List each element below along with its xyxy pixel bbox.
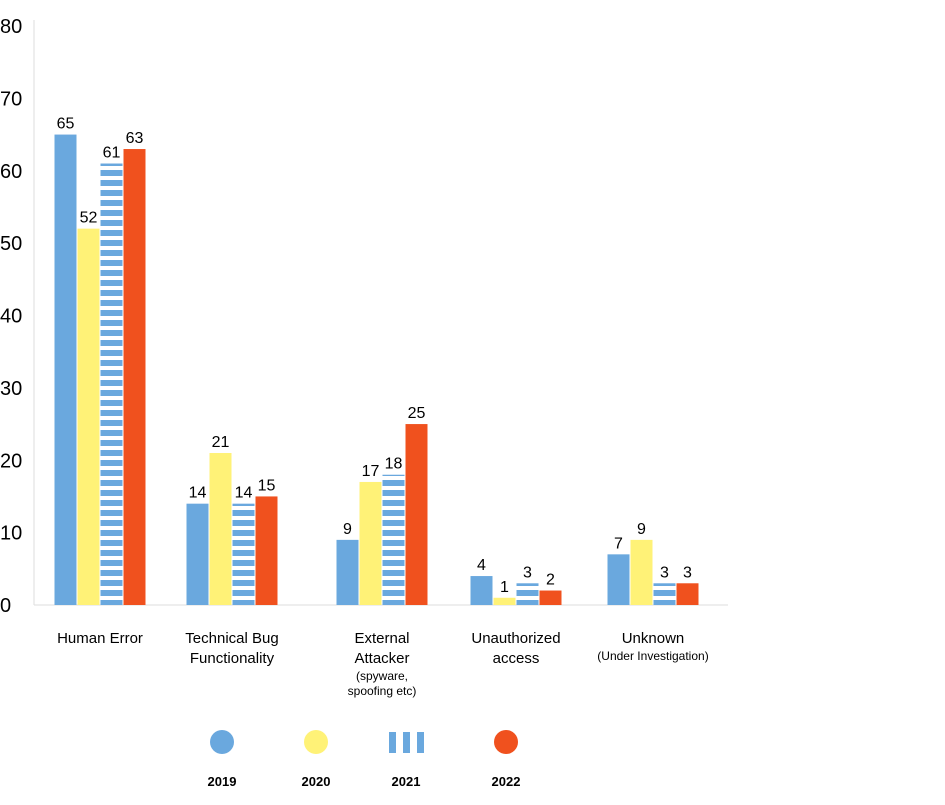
bar-2020-3	[359, 481, 382, 605]
data-label: 25	[408, 405, 426, 422]
bar-2019-5	[607, 554, 630, 605]
data-label: 9	[637, 521, 646, 538]
category-labels-group: Human Error Technical Bug Functionality Ext…	[57, 630, 709, 698]
data-label: 14	[235, 485, 253, 502]
bar-2020-4	[493, 597, 516, 605]
y-tick-label: 70	[0, 88, 22, 110]
legend-swatch-2020	[304, 730, 328, 754]
y-tick-label: 10	[0, 523, 22, 545]
legend-swatch-2021	[417, 732, 424, 753]
legend: 2019 2020 2021 2022	[208, 730, 521, 789]
bar-2019-2	[186, 503, 209, 605]
data-label: 52	[80, 210, 98, 227]
bar-2019-3	[336, 539, 359, 605]
data-label: 65	[57, 116, 75, 133]
data-label: 17	[362, 463, 380, 480]
category-sublabel: spoofing etc)	[348, 684, 417, 698]
data-label: 1	[500, 579, 509, 596]
legend-label: 2019	[208, 774, 237, 789]
data-label: 15	[258, 477, 276, 494]
data-label: 4	[477, 557, 486, 574]
legend-swatch-2021	[403, 732, 410, 753]
legend-swatch-2019	[210, 730, 234, 754]
y-tick-label: 0	[0, 595, 11, 617]
bar-2022-2	[255, 496, 278, 605]
bar-2021-5	[653, 583, 676, 605]
legend-label: 2021	[392, 774, 421, 789]
bar-2021-2	[232, 503, 255, 605]
bar-2021-1	[100, 163, 123, 605]
data-label: 3	[523, 564, 532, 581]
data-label: 18	[385, 456, 403, 473]
axes: 0 10 20 30 40 50 60 70 80	[0, 16, 728, 617]
category-label: External	[354, 630, 409, 647]
y-tick-label: 30	[0, 378, 22, 400]
data-label: 21	[212, 434, 230, 451]
bar-2020-2	[209, 453, 232, 605]
bar-2019-4	[470, 576, 493, 605]
legend-label: 2020	[302, 774, 331, 789]
category-sublabel: (spyware,	[356, 669, 408, 683]
data-label: 9	[343, 521, 352, 538]
bar-2022-3	[405, 424, 428, 605]
y-tick-label: 20	[0, 450, 22, 472]
category-label: Unauthorized	[471, 630, 560, 647]
y-tick-label: 50	[0, 233, 22, 255]
data-label: 61	[103, 145, 121, 162]
legend-label: 2022	[492, 774, 521, 789]
category-sublabel: (Under Investigation)	[597, 649, 708, 663]
data-label: 3	[660, 564, 669, 581]
data-label: 63	[126, 130, 144, 147]
category-label: Human Error	[57, 630, 143, 647]
bar-2022-1	[123, 149, 146, 605]
bar-2021-4	[516, 583, 539, 605]
bar-2020-1	[77, 228, 100, 605]
category-label: Attacker	[354, 650, 409, 667]
bars-group	[54, 134, 699, 605]
data-label: 2	[546, 572, 555, 589]
category-label: Unknown	[622, 630, 685, 647]
bar-2022-4	[539, 590, 562, 605]
data-label: 3	[683, 564, 692, 581]
category-label: access	[493, 650, 540, 667]
bar-2019-1	[54, 134, 77, 605]
y-tick-label: 80	[0, 16, 22, 38]
legend-swatch-2021	[389, 732, 396, 753]
category-label: Functionality	[190, 650, 275, 667]
bar-2020-5	[630, 539, 653, 605]
data-label: 7	[614, 535, 623, 552]
bar-2021-3	[382, 474, 405, 605]
data-label: 14	[189, 485, 207, 502]
legend-swatch-2022	[494, 730, 518, 754]
y-tick-label: 40	[0, 306, 22, 328]
bar-2022-5	[676, 583, 699, 605]
category-label: Technical Bug	[185, 630, 278, 647]
y-tick-label: 60	[0, 161, 22, 183]
